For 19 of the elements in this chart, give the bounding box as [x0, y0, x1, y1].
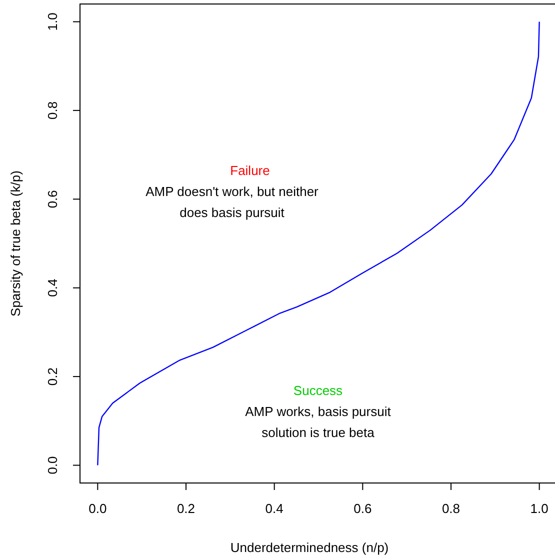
annotation: AMP works, basis pursuit solution is true beta [245, 404, 392, 440]
y-tick-label: 0.6 [45, 190, 60, 208]
x-axis-title: Underdeterminedness (n/p) [230, 540, 389, 555]
x-tick-label: 0.8 [442, 501, 460, 516]
x-tick-label: 0.0 [88, 501, 107, 516]
y-tick-label: 0.4 [45, 278, 60, 297]
y-tick-label: 1.0 [45, 12, 60, 31]
annotation: Failure [230, 163, 270, 178]
y-tick-label: 0.0 [45, 456, 60, 474]
annotation: AMP doesn't work, but neither does basis pursuit [146, 184, 320, 220]
x-tick-label: 0.6 [354, 501, 372, 516]
x-tick-label: 1.0 [530, 501, 548, 516]
x-tick-label: 0.2 [176, 501, 196, 516]
y-axis-title: Sparsity of true beta (k/p) [8, 170, 23, 316]
annotation: Success [293, 383, 344, 398]
y-tick-label: 0.8 [45, 101, 60, 120]
y-tick-label: 0.2 [45, 368, 60, 386]
line-series [97, 21, 540, 466]
x-tick-label: 0.4 [265, 501, 284, 516]
